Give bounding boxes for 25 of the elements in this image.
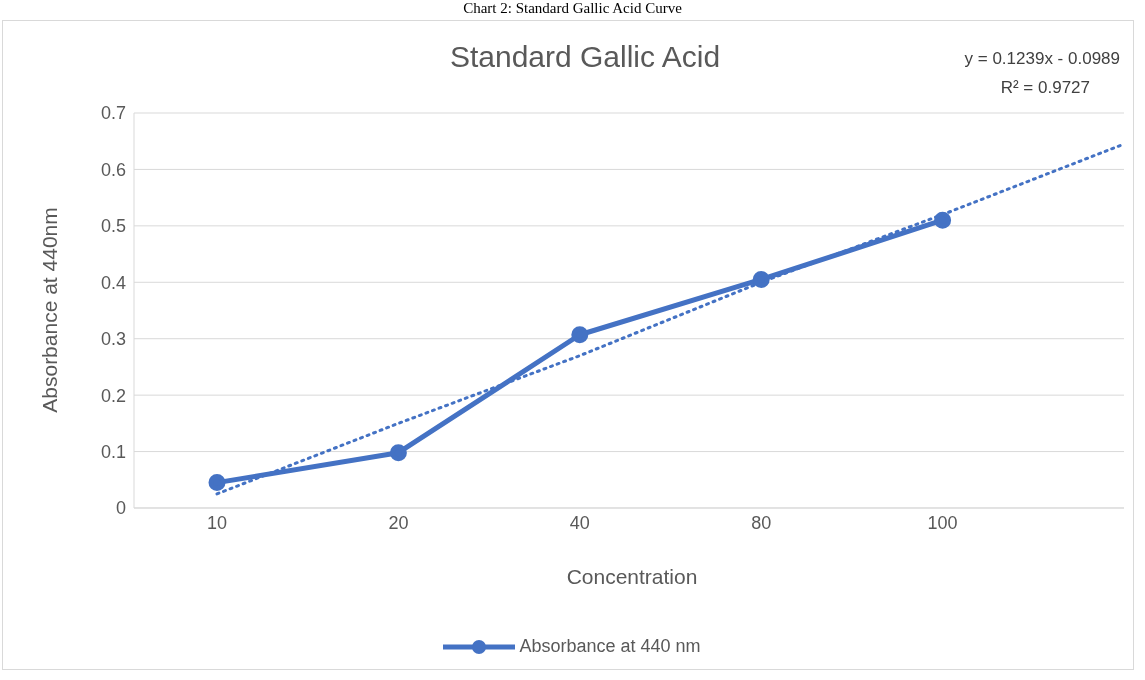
y-tick-label: 0.7 [100, 103, 126, 124]
y-tick-label: 0 [115, 498, 126, 519]
y-axis-title: Absorbance at 440nm [38, 207, 62, 413]
y-tick-label: 0.4 [100, 272, 126, 293]
y-tick-label: 0.5 [100, 216, 126, 237]
y-tick-label: 0.6 [100, 159, 126, 180]
legend-label: Absorbance at 440 nm [519, 636, 701, 657]
y-tick-label: 0.1 [100, 441, 126, 462]
point [208, 474, 226, 492]
x-tick-label: 40 [569, 512, 590, 533]
text: R² = 0.9727 [999, 77, 1091, 99]
x-tick-label: 10 [206, 512, 228, 533]
x-tick-label: 20 [388, 512, 409, 533]
point [389, 444, 407, 462]
point [752, 270, 770, 288]
x-tick-label: 100 [927, 512, 958, 533]
text: y = 0.1239x - 0.0989 [963, 48, 1120, 70]
caption: Chart 2: Standard Gallic Acid Curve [462, 0, 683, 17]
x-axis-title: Concentration [565, 565, 699, 589]
point [934, 211, 952, 229]
y-tick-label: 0.2 [100, 385, 126, 406]
point [571, 326, 589, 344]
chart-title: Standard Gallic Acid [449, 40, 721, 73]
x-tick-label: 80 [751, 512, 772, 533]
y-tick-label: 0.3 [100, 329, 126, 350]
